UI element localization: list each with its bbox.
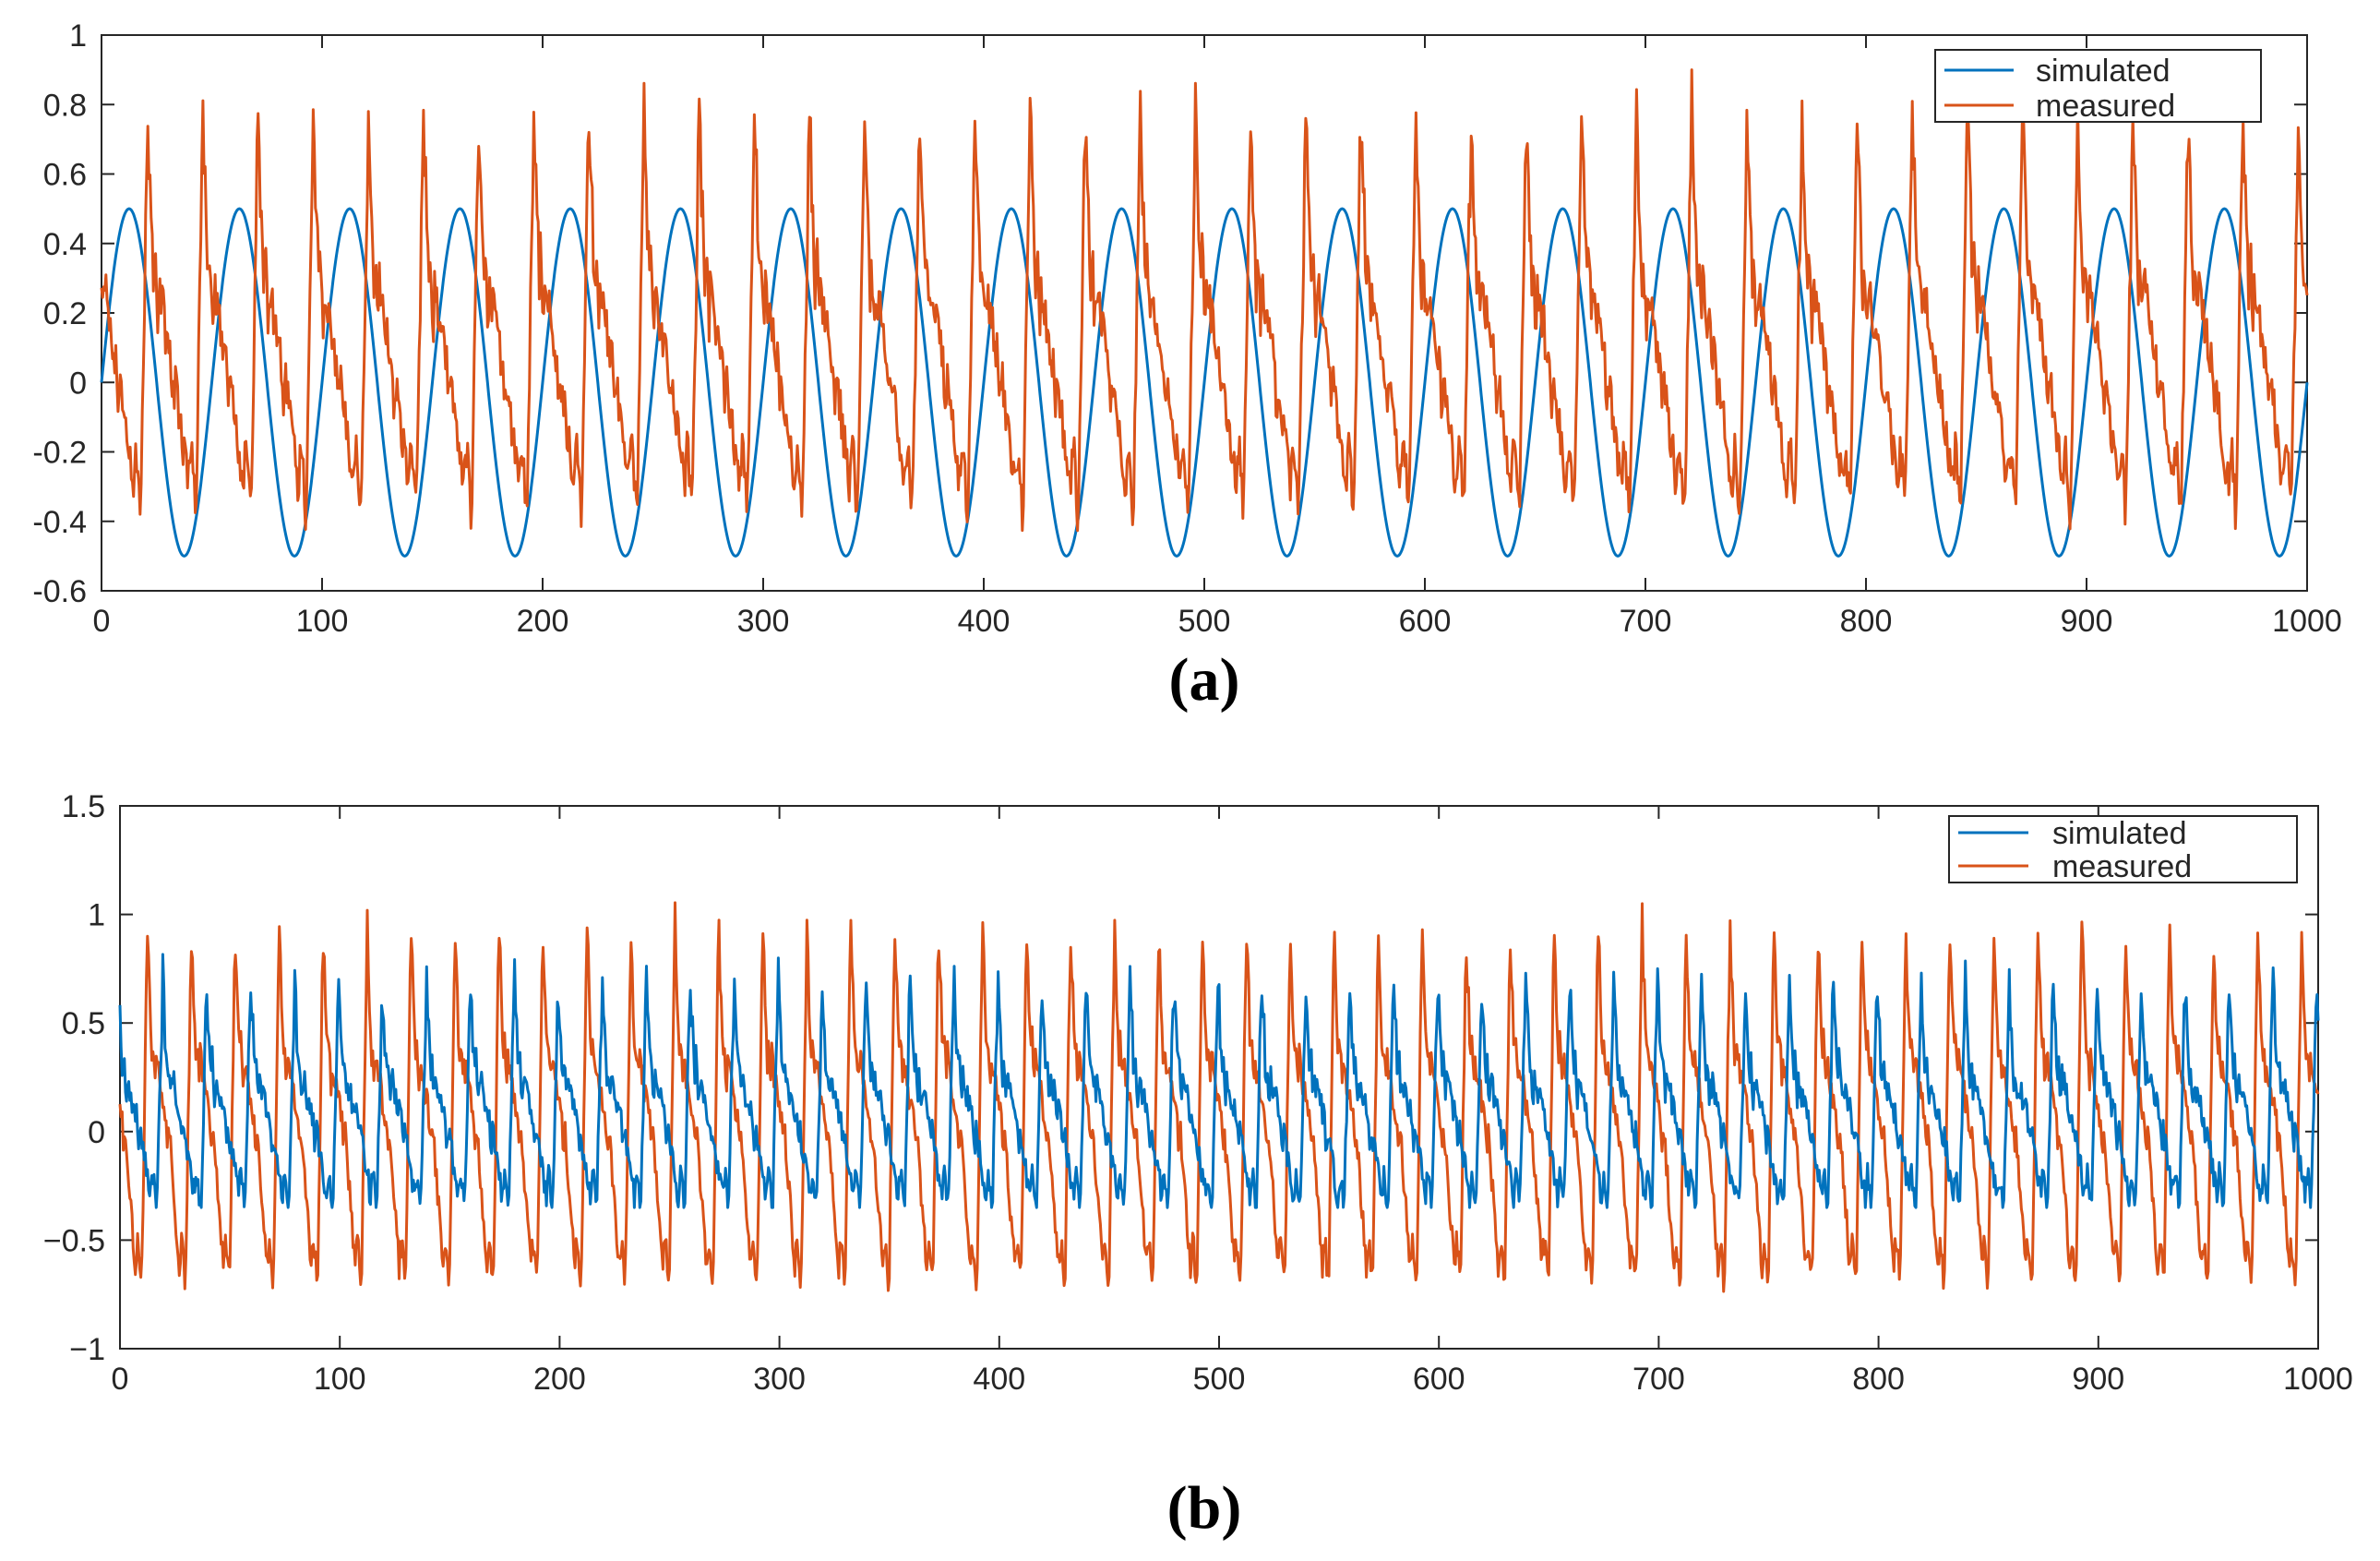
x-tick-label: 600 [1413, 1362, 1465, 1397]
x-tick-label: 400 [973, 1362, 1025, 1397]
y-tick-label: -0.4 [32, 505, 87, 540]
series-line-simulated [100, 207, 2309, 558]
x-tick-label: 600 [1399, 604, 1452, 639]
y-tick-label: -0.2 [32, 436, 87, 471]
chart-panel-b: −1 −0.5 0 0.5 1 1.5 0 100 200 300 400 500 600 700 800… [43, 789, 2353, 1542]
panel-label-a: (a) [1169, 646, 1240, 714]
series-line-simulated [118, 953, 2320, 1209]
x-tick-label: 900 [2072, 1362, 2124, 1397]
legend-box-b [1948, 815, 2298, 883]
y-tick-label: 1.5 [62, 789, 105, 824]
y-tick-label: 0 [88, 1115, 105, 1150]
x-tick-label: 800 [1852, 1362, 1905, 1397]
x-tick-label: 400 [958, 604, 1011, 639]
y-tick-label: −0.5 [43, 1223, 105, 1258]
x-tick-label: 1000 [2283, 1362, 2353, 1397]
x-tick-label: 100 [314, 1362, 366, 1397]
x-tick-label: 100 [296, 604, 349, 639]
series-line-measured [100, 68, 2309, 533]
y-tick-label: 0 [69, 366, 87, 401]
x-tick-label: 200 [517, 604, 569, 639]
y-tick-label: −1 [69, 1332, 105, 1367]
x-tick-label: 300 [737, 604, 790, 639]
legend-label-simulated-b: simulated [2052, 816, 2187, 851]
x-tick-label: 700 [1633, 1362, 1685, 1397]
y-tick-label: 0.4 [43, 227, 87, 262]
panel-label-b: (b) [1167, 1474, 1242, 1542]
x-tick-label: 300 [753, 1362, 806, 1397]
y-tick-label: 0.8 [43, 88, 87, 123]
y-tick-label: -0.6 [32, 574, 87, 609]
y-tick-label: 0.2 [43, 296, 87, 331]
y-tick-label: 0.6 [43, 158, 87, 193]
x-tick-label: 500 [1193, 1362, 1246, 1397]
chart-panel-a: -0.6 -0.4 -0.2 0 0.2 0.4 0.6 0.8 1 0 100 200 300 400… [32, 18, 2341, 714]
legend-box-a [1934, 49, 2262, 123]
y-tick-label: 1 [88, 898, 105, 933]
x-tick-label: 1000 [2272, 604, 2342, 639]
legend-label-simulated-a: simulated [2036, 54, 2171, 89]
y-tick-label: 0.5 [62, 1006, 105, 1041]
x-tick-label: 900 [2061, 604, 2113, 639]
legend-label-measured-b: measured [2052, 849, 2192, 884]
x-tick-label: 200 [533, 1362, 586, 1397]
x-tick-label: 0 [93, 604, 111, 639]
y-tick-label: 1 [69, 18, 87, 54]
x-tick-label: 0 [112, 1362, 129, 1397]
legend-label-measured-a: measured [2036, 89, 2175, 124]
series-line-measured [118, 901, 2320, 1293]
x-tick-label: 800 [1840, 604, 1893, 639]
legend-a: simulated measured [1934, 49, 2262, 124]
x-tick-label: 500 [1178, 604, 1231, 639]
x-tick-label: 700 [1620, 604, 1672, 639]
legend-b: simulated measured [1948, 815, 2298, 884]
